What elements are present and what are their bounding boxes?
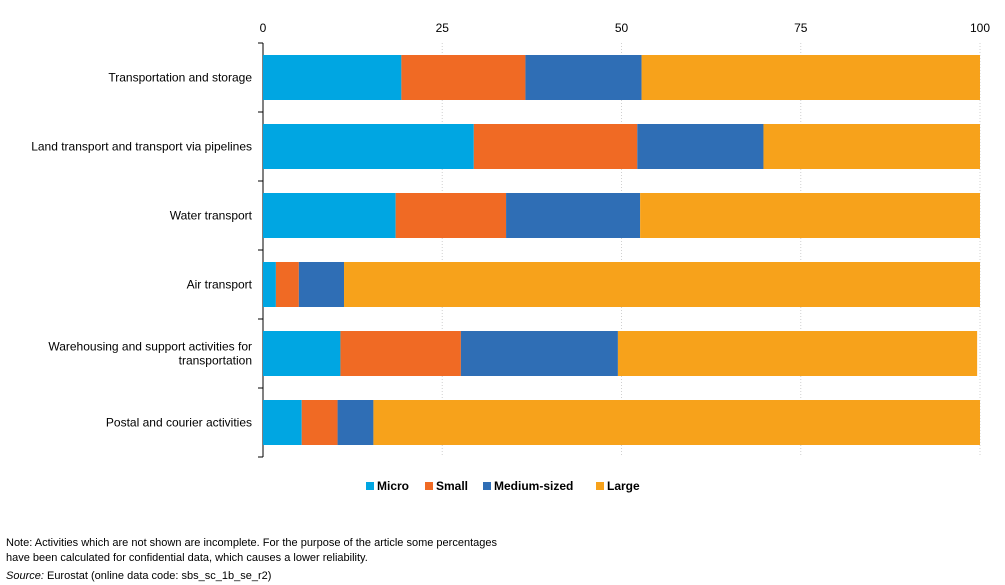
bar-segment <box>263 193 396 238</box>
note-line-1: Note: Activities which are not shown are… <box>6 537 497 549</box>
legend-label: Large <box>607 479 640 493</box>
bar-segment <box>525 55 642 100</box>
bar-segment <box>298 262 345 307</box>
bar-segment <box>460 331 618 376</box>
category-label: Warehousing and support activities for tr… <box>48 340 252 368</box>
bar-segment <box>401 55 526 100</box>
bar-segment <box>263 262 276 307</box>
x-tick-label: 25 <box>436 21 450 35</box>
category-label: Transportation and storage <box>108 71 252 85</box>
x-tick-label: 75 <box>794 21 808 35</box>
category-label: Land transport and transport via pipelin… <box>31 140 252 154</box>
bar-segment <box>617 331 978 376</box>
stacked-bar-chart: 0 25 50 75 100 Transportation and storage Land… <box>31 21 990 493</box>
bar-segment <box>641 55 980 100</box>
bar-segment <box>340 331 461 376</box>
note-line-2: have been calculated for confidential da… <box>6 552 368 564</box>
bar-segment <box>337 400 374 445</box>
bar-segment <box>395 193 507 238</box>
x-tick-label: 0 <box>260 21 267 35</box>
bar-segment <box>263 124 474 169</box>
bar-segment <box>506 193 641 238</box>
x-tick-label: 100 <box>970 21 990 35</box>
bar-segment <box>263 55 402 100</box>
legend-swatch <box>483 482 491 490</box>
bar-segment <box>637 124 764 169</box>
source-text: Eurostat (online data code: sbs_sc_1b_se… <box>43 570 272 582</box>
legend-label: Small <box>436 479 468 493</box>
category-label: Water transport <box>170 209 253 223</box>
source-line: Source: Eurostat (online data code: sbs_… <box>6 569 271 583</box>
legend-swatch <box>425 482 433 490</box>
legend-label: Medium-sized <box>494 479 573 493</box>
bar-segment <box>640 193 980 238</box>
legend-swatch <box>366 482 374 490</box>
bar-segment <box>275 262 299 307</box>
x-tick-label: 50 <box>615 21 629 35</box>
source-label: Source: <box>6 570 44 582</box>
bar-segment <box>263 400 302 445</box>
legend-swatch <box>596 482 604 490</box>
bar-segment <box>263 331 341 376</box>
category-label: Postal and courier activities <box>106 416 252 430</box>
bar-segment <box>763 124 980 169</box>
legend-label: Micro <box>377 479 409 493</box>
bar-segment <box>373 400 981 445</box>
bar-segment <box>344 262 980 307</box>
bar-segment <box>301 400 338 445</box>
bar-segment <box>473 124 638 169</box>
category-label: Air transport <box>187 278 253 292</box>
